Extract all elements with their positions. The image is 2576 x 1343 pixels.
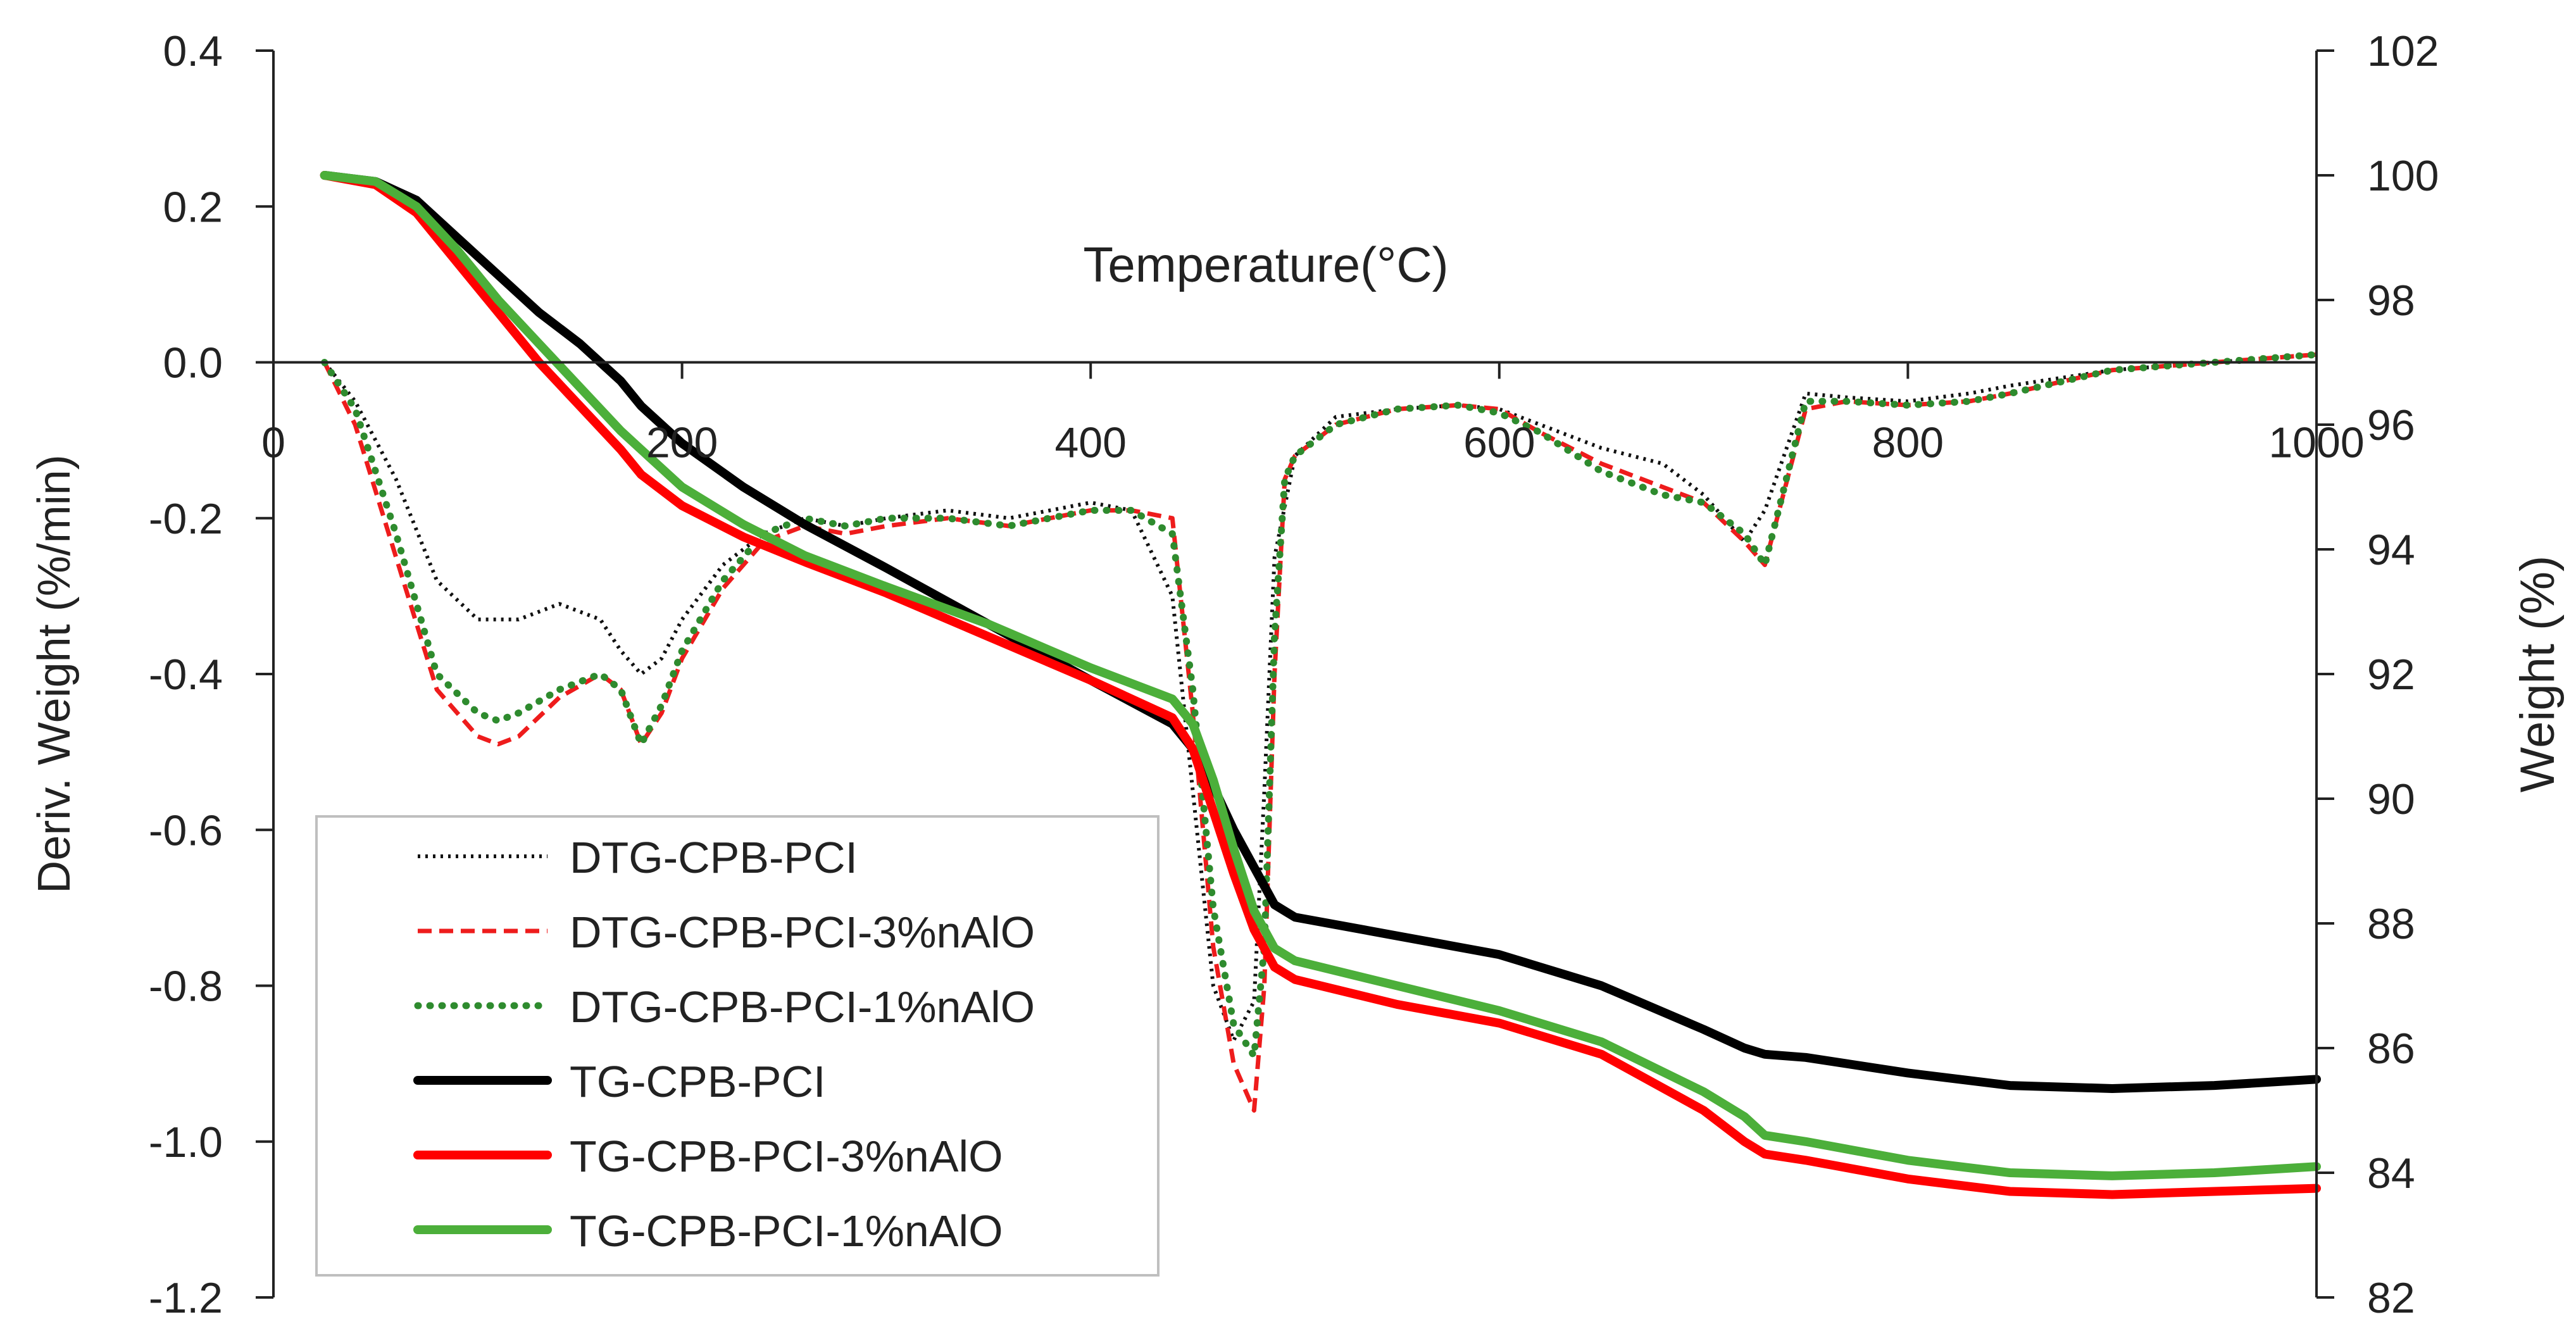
left-tick-label: 0.2 — [163, 183, 223, 231]
x-tick-label: 1000 — [2268, 419, 2364, 467]
right-tick-label: 90 — [2367, 775, 2415, 823]
x-tick-label: 600 — [1463, 419, 1535, 467]
left-tick-label: -0.8 — [149, 963, 223, 1011]
right-tick-label: 102 — [2367, 27, 2439, 75]
left-tick-label: -1.0 — [149, 1118, 223, 1166]
series-line-2 — [322, 352, 2317, 1113]
right-tick-label: 86 — [2367, 1025, 2415, 1073]
right-tick-label: 96 — [2367, 401, 2415, 449]
legend-label-3: DTG-CPB-PCI-1%nAlO — [570, 982, 1035, 1032]
left-tick-label: -0.4 — [149, 651, 223, 699]
right-y-axis-title: Weight (%) — [2511, 556, 2565, 792]
right-tick-label: 94 — [2367, 526, 2415, 574]
legend-label-1: DTG-CPB-PCI — [570, 833, 858, 882]
legend-label-2: DTG-CPB-PCI-3%nAlO — [570, 908, 1035, 957]
x-tick-label: 200 — [646, 419, 718, 467]
right-tick-label: 98 — [2367, 277, 2415, 325]
left-tick-label: -0.2 — [149, 495, 223, 543]
legend-label-6: TG-CPB-PCI-1%nAlO — [570, 1206, 1003, 1256]
series-line-5 — [320, 171, 2321, 1199]
x-tick-label: 0 — [261, 419, 285, 467]
right-tick-label: 82 — [2367, 1274, 2415, 1322]
legend-box — [315, 815, 1160, 1277]
left-tick-label: -0.6 — [149, 806, 223, 854]
axis-labels: 0.4 0.2 0.0 -0.2 -0.4 -0.6 -0.8 -1.0 -1.2 102 100 9… — [29, 27, 2565, 1322]
series-line-1 — [323, 353, 2317, 1042]
right-tick-label: 84 — [2367, 1149, 2415, 1197]
plot-lines — [320, 171, 2321, 1199]
series-line-3 — [321, 351, 2320, 1059]
right-tick-label: 92 — [2367, 651, 2415, 699]
series-line-6 — [320, 171, 2321, 1180]
left-tick-label: 0.0 — [163, 339, 223, 387]
x-tick-label: 800 — [1872, 419, 1944, 467]
right-tick-label: 100 — [2367, 152, 2439, 200]
left-y-axis-title: Deriv. Weight (%/min) — [29, 454, 80, 893]
legend: DTG-CPB-PCI DTG-CPB-PCI-3%nAlO DTG-CPB-PCI… — [315, 815, 1160, 1277]
legend-label-5: TG-CPB-PCI-3%nAlO — [570, 1132, 1003, 1181]
left-tick-label: 0.4 — [163, 27, 223, 75]
left-tick-label: -1.2 — [149, 1274, 223, 1322]
legend-label-4: TG-CPB-PCI — [570, 1057, 825, 1106]
x-tick-label: 400 — [1054, 419, 1126, 467]
x-axis-title: Temperature(°C) — [1083, 237, 1448, 292]
axes — [256, 49, 2334, 1299]
right-tick-label: 88 — [2367, 900, 2415, 948]
